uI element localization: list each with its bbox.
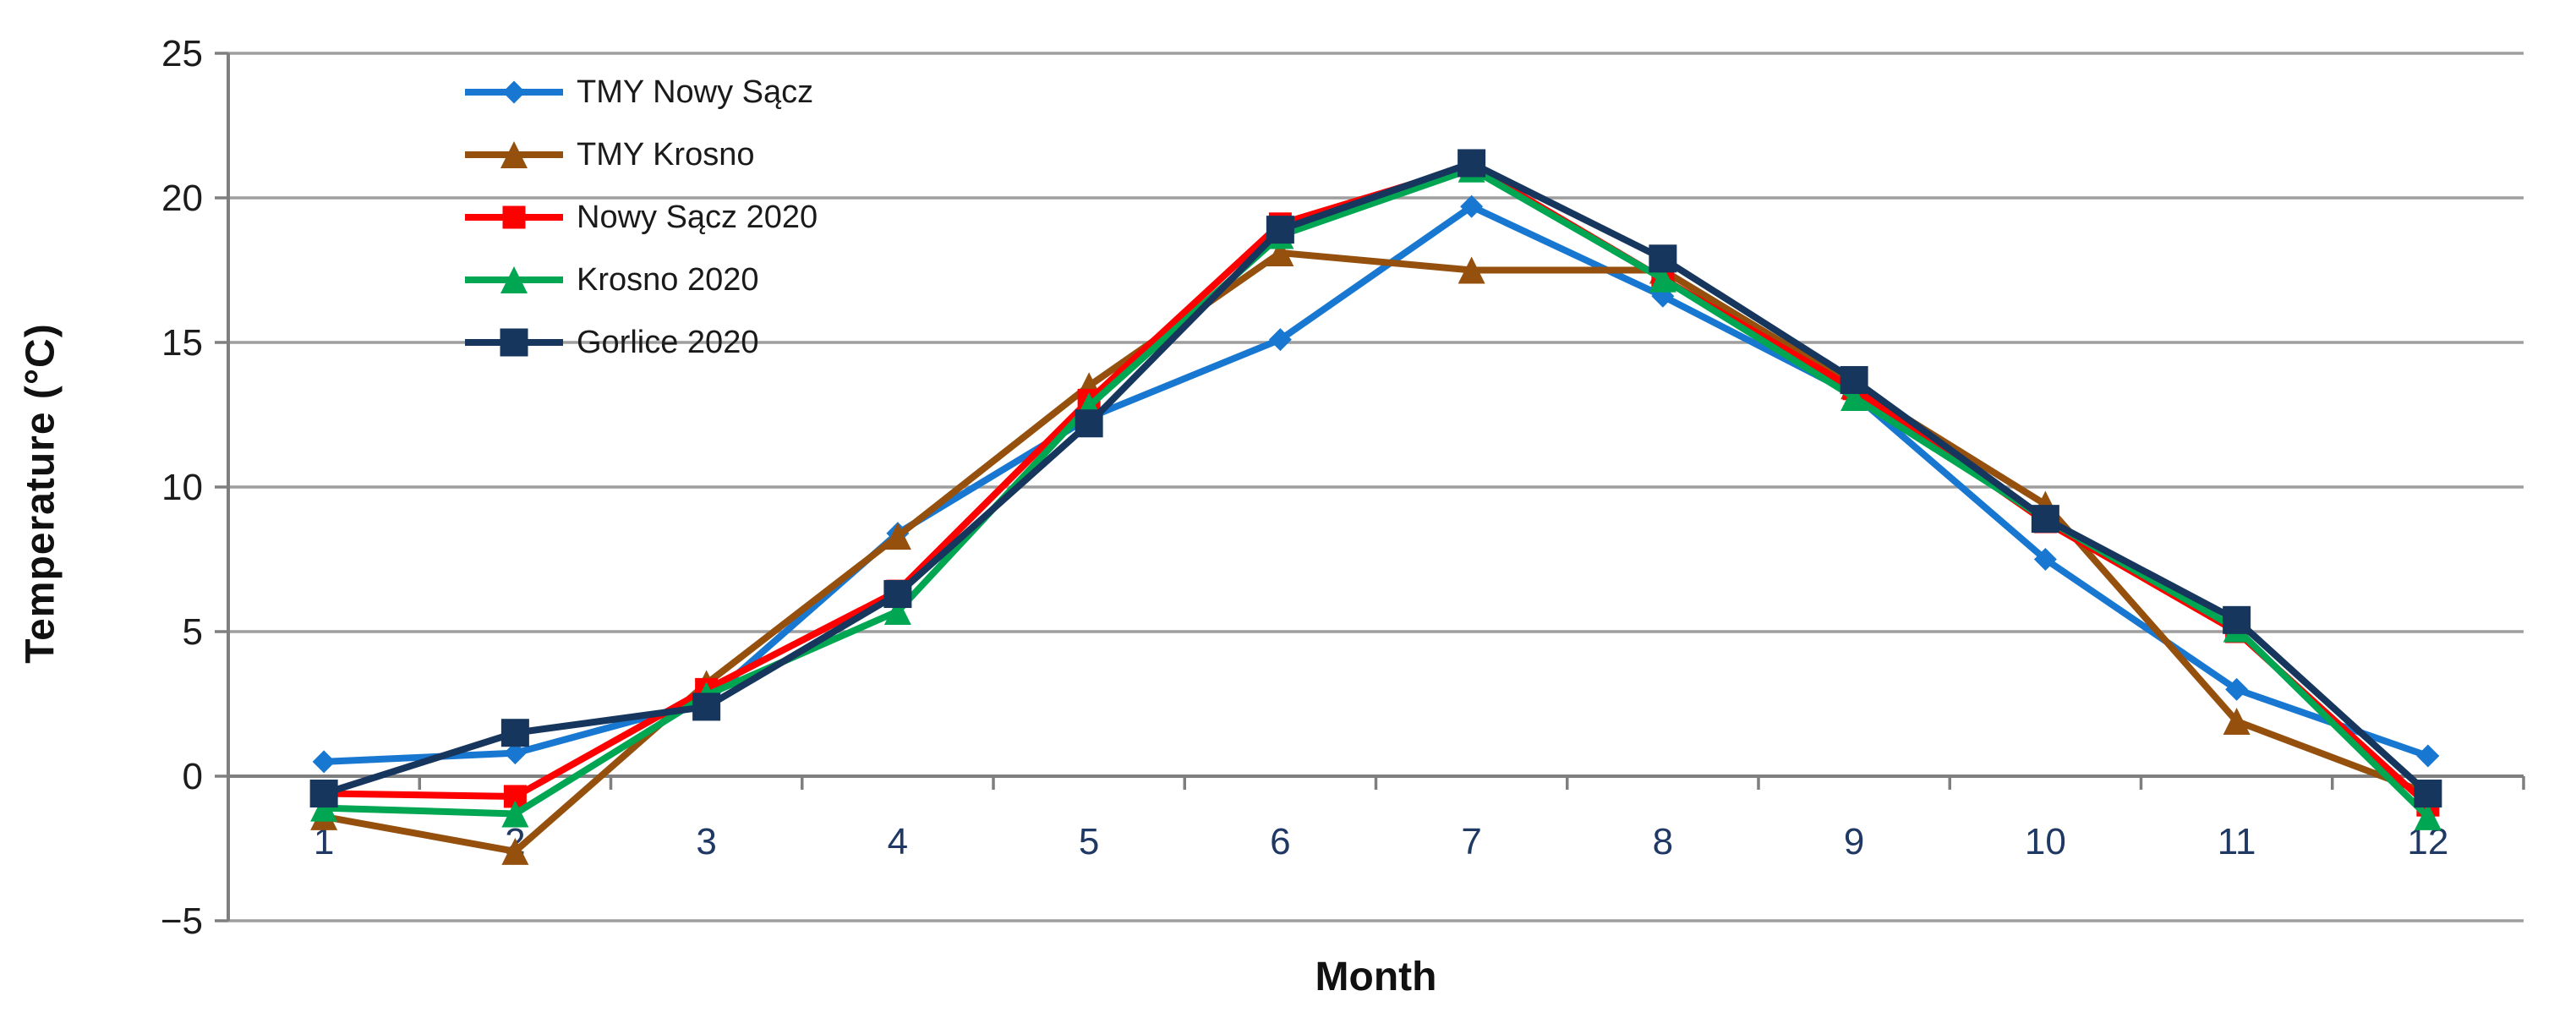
x-tick-label: 3 [696,821,716,862]
legend-label: TMY Krosno [577,136,755,172]
x-tick-label: 8 [1653,821,1673,862]
legend-item: Krosno 2020 [463,249,818,311]
x-tick-label: 10 [2025,821,2066,862]
data-point-marker [501,800,529,828]
data-point-marker [1840,383,1868,411]
legend-item: TMY Krosno [463,123,818,186]
legend-item: Nowy Sącz 2020 [463,186,818,249]
y-tick-label: 20 [161,178,203,219]
data-point-marker [2414,780,2442,808]
y-tick-label: 0 [183,756,203,797]
data-point-marker [883,580,912,609]
legend: TMY Nowy Sącz TMY Krosno Nowy Sącz 2020 Kro… [463,61,818,374]
data-point-marker [500,719,529,747]
legend-marker-icon [465,205,563,229]
x-tick-label: 4 [888,821,908,862]
data-point-marker [2223,708,2251,736]
legend-item: TMY Nowy Sącz [463,61,818,123]
y-tick-label: 25 [161,33,203,74]
x-tick-label: 7 [1461,821,1481,862]
data-point-marker [312,750,336,774]
data-point-marker [1840,365,1868,394]
data-point-marker [1075,409,1103,438]
data-point-marker [501,837,529,865]
legend-marker-icon [465,266,563,293]
legend-marker-icon [465,80,563,104]
x-tick-label: 5 [1079,821,1099,862]
x-tick-label: 6 [1270,821,1290,862]
y-tick-label: 10 [161,467,203,508]
x-axis-title: Month [1315,955,1437,999]
data-point-marker [2033,548,2057,571]
legend-label: Gorlice 2020 [577,324,759,360]
y-tick-label: −5 [161,900,203,942]
data-point-marker [1458,256,1485,284]
data-point-marker [309,780,338,808]
data-point-marker [1266,238,1294,266]
data-point-marker [1268,328,1292,352]
data-point-marker [310,794,338,822]
data-point-marker [1460,194,1484,218]
data-point-marker [2223,605,2251,634]
x-tick-label: 9 [1844,821,1864,862]
data-point-marker [1458,149,1486,178]
legend-marker-icon [465,141,563,168]
data-point-marker [883,523,911,550]
series-line [320,159,2431,797]
legend-marker-icon [465,328,563,357]
data-point-marker [1266,216,1294,244]
data-point-marker [2416,744,2440,768]
data-point-marker [1649,265,1676,293]
data-point-marker [503,742,527,765]
y-tick-label: 15 [161,322,203,364]
data-point-marker [692,692,721,721]
legend-label: Nowy Sącz 2020 [577,199,818,235]
legend-label: TMY Nowy Sącz [577,74,814,110]
x-tick-label: 11 [2218,821,2256,862]
legend-item: Gorlice 2020 [463,311,818,374]
y-tick-label: 5 [183,611,203,653]
data-point-marker [2031,505,2059,534]
data-point-marker [2414,802,2442,830]
data-point-marker [883,598,911,626]
legend-label: Krosno 2020 [577,261,759,298]
data-point-marker [2225,677,2249,701]
y-axis-title: Temperature (°C) [18,323,63,664]
data-point-marker [1649,244,1677,273]
